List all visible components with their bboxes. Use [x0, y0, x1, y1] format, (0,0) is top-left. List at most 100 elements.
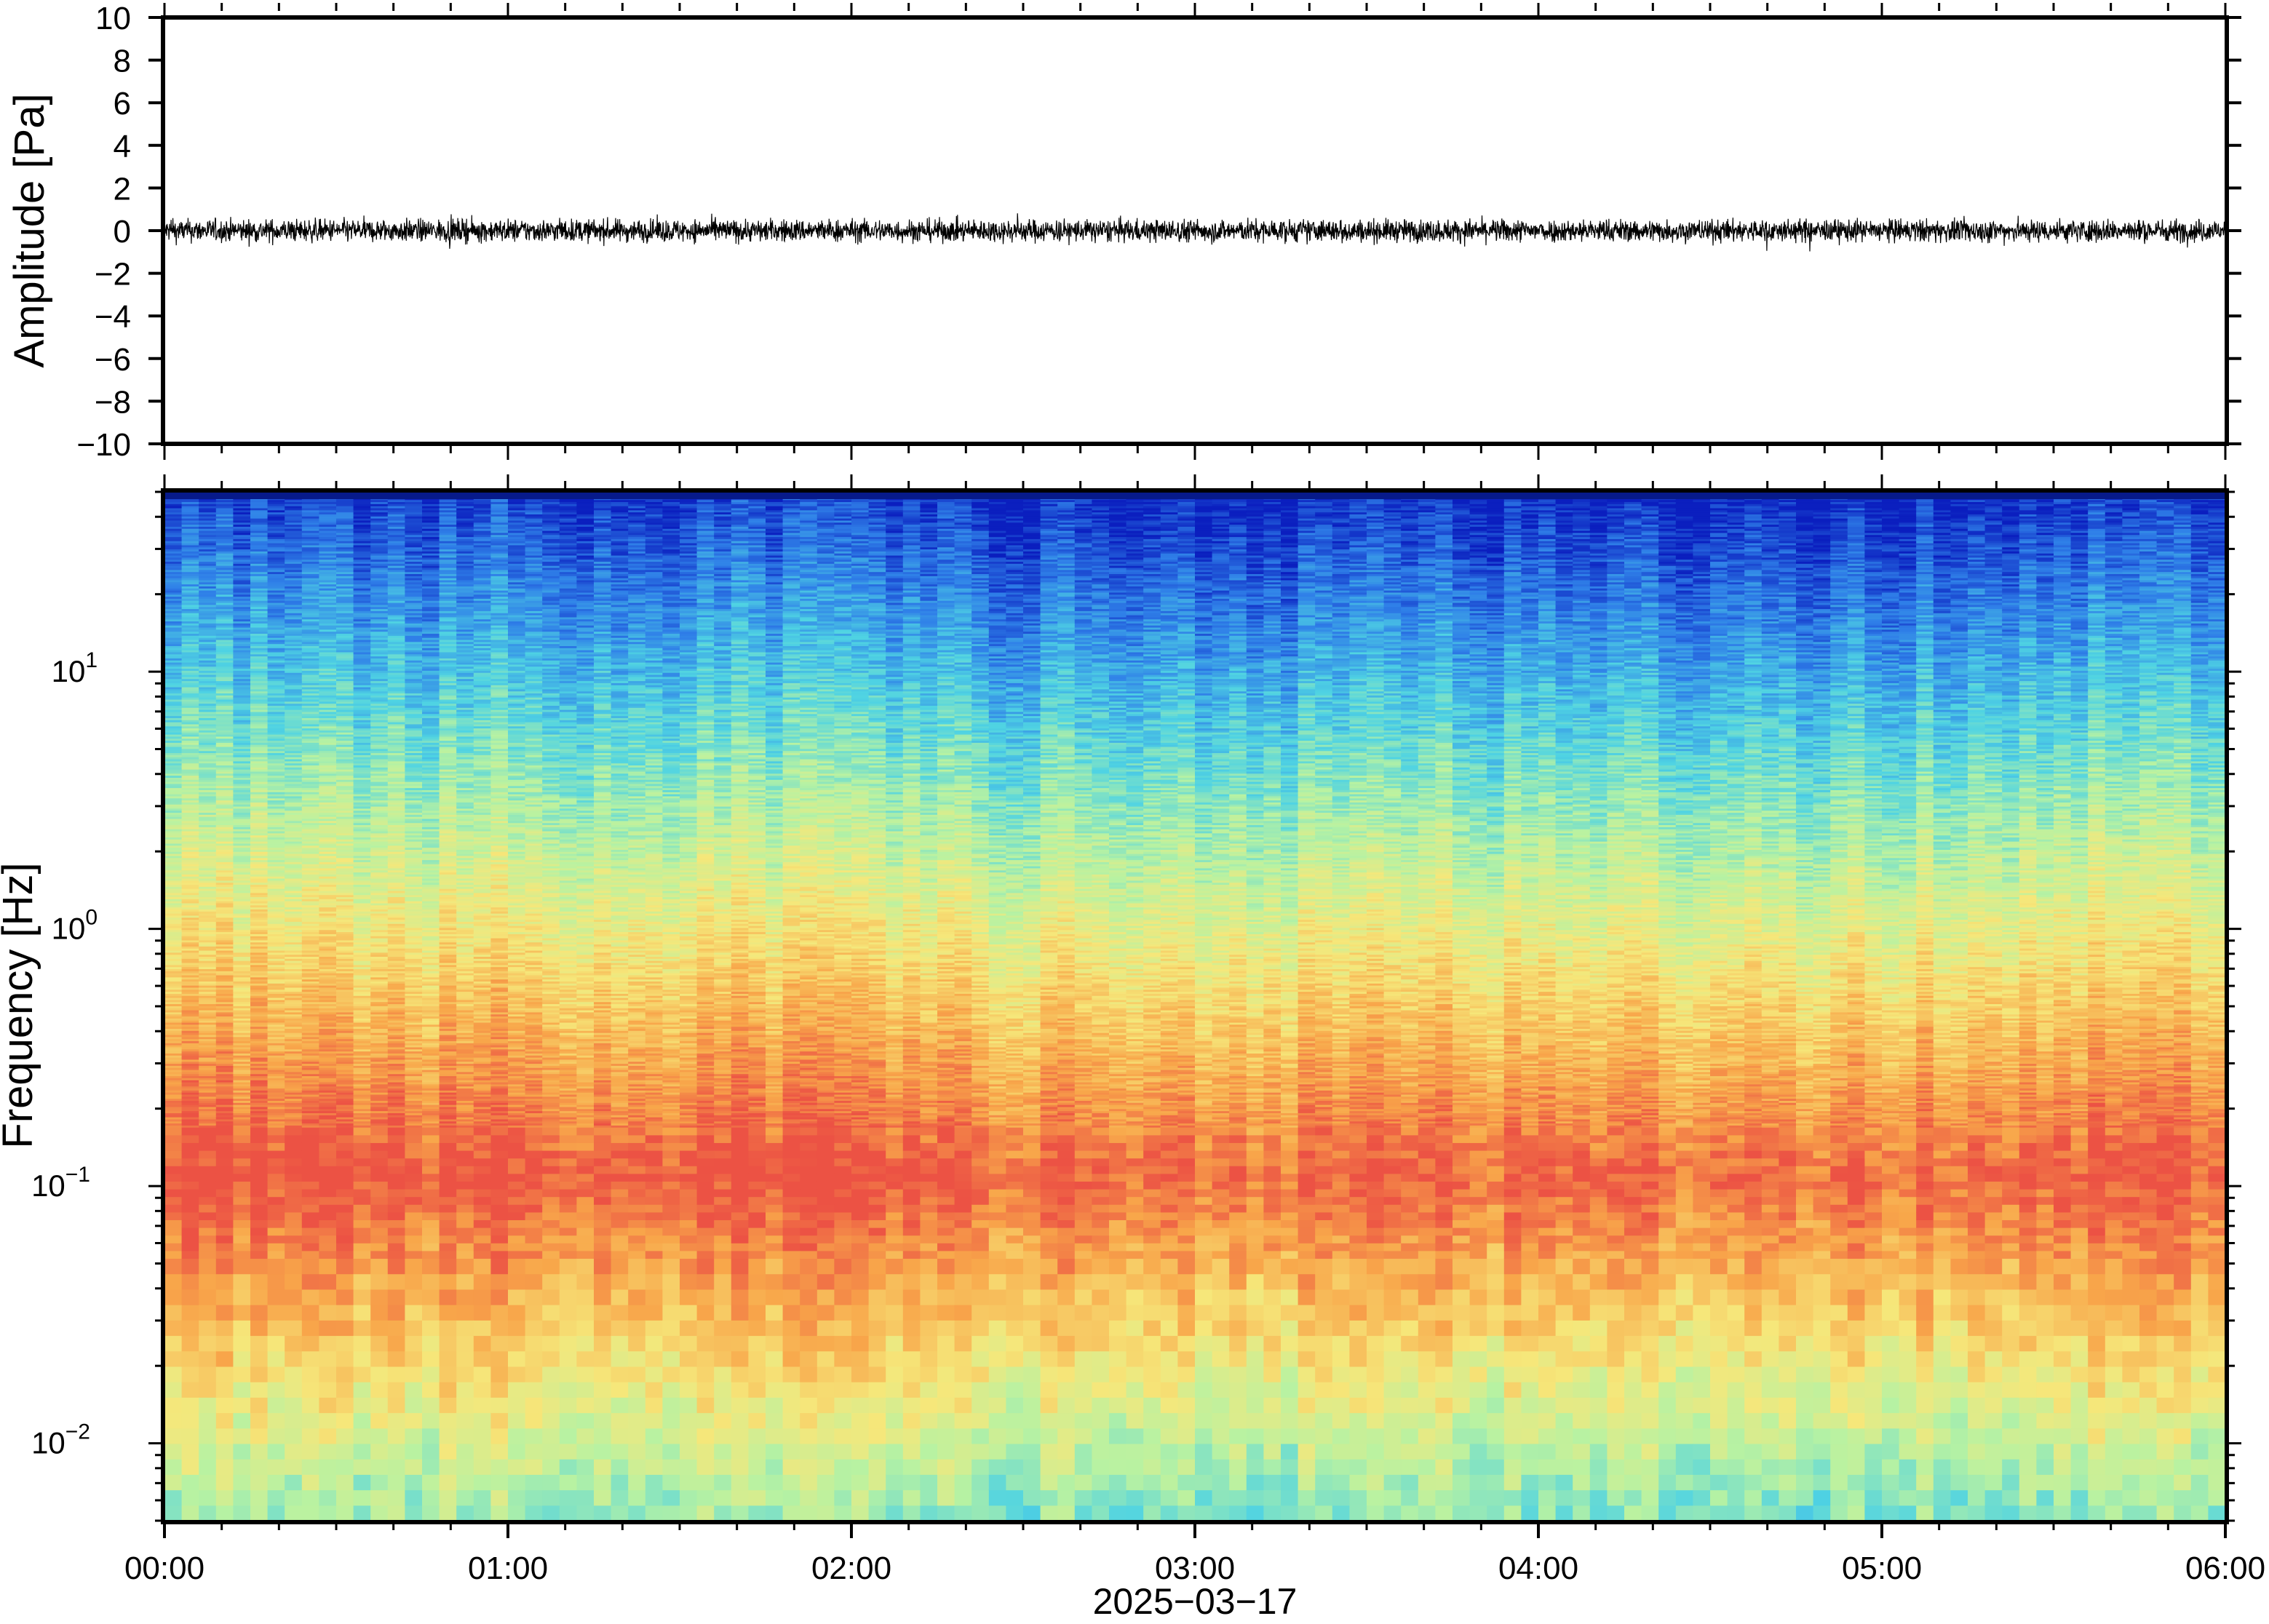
spectrogram-cell — [164, 1274, 182, 1290]
spectrogram-cell — [182, 1320, 199, 1336]
spectrogram-cell — [216, 1227, 234, 1235]
spectrogram-cell — [182, 1335, 199, 1351]
spectrogram-cell — [268, 1490, 285, 1506]
spectrogram-cell — [199, 1258, 216, 1274]
spectrogram-cell — [199, 1235, 216, 1243]
spectrogram-cell — [233, 1189, 250, 1197]
spectrogram-cell — [182, 1189, 199, 1197]
spectrogram-cell — [250, 1189, 268, 1197]
spectrogram-cell — [233, 1219, 250, 1227]
spectrogram-cell — [164, 1459, 182, 1475]
spectrogram-cell — [164, 1505, 182, 1521]
waveform-y-tick-label: 8 — [114, 44, 131, 79]
spectrogram-cell — [216, 1320, 234, 1336]
spectrogram-cell — [268, 1320, 285, 1336]
spectrogram-cell — [164, 1413, 182, 1429]
spectrogram-cell — [250, 1428, 268, 1444]
spectrogram-cell — [216, 1235, 234, 1243]
spectrogram-cell — [250, 1366, 268, 1382]
spectrogram-cell — [199, 1166, 216, 1174]
spectrogram-cell — [199, 1127, 216, 1135]
spectrogram-cell — [268, 1235, 285, 1243]
spectrogram-cell — [233, 1366, 250, 1382]
spectrogram-cell — [199, 1142, 216, 1150]
spectrogram-cell — [250, 1204, 268, 1212]
spectrogram-cell — [182, 1158, 199, 1166]
spectrogram-cell — [250, 1235, 268, 1243]
spectrogram-cell — [233, 1335, 250, 1351]
spectrogram-cell — [216, 1212, 234, 1220]
spectrogram-cell — [199, 1459, 216, 1475]
spectrogram-cell — [216, 1258, 234, 1274]
spectrogram-cell — [233, 1235, 250, 1243]
spectrogram-cell — [268, 1428, 285, 1444]
spectrogram-cell — [250, 1335, 268, 1351]
spectrogram-cell — [182, 1204, 199, 1212]
spectrogram-cell — [199, 1382, 216, 1398]
spectrogram-cell — [250, 1150, 268, 1158]
spectrogram-cell — [164, 1204, 182, 1212]
spectrogram-cell — [233, 1351, 250, 1367]
spectrogram-cell — [216, 1135, 234, 1143]
spectrogram-cell — [182, 1127, 199, 1135]
spectrogram-cell — [216, 1197, 234, 1205]
spectrogram-cell — [233, 1397, 250, 1413]
spectrogram-cell — [164, 1382, 182, 1398]
spectrogram-cell — [268, 1289, 285, 1305]
spectrogram-cell — [233, 1274, 250, 1290]
waveform-y-tick-label: 10 — [95, 1, 131, 36]
spectrogram-cell — [216, 1174, 234, 1182]
waveform-y-tick-label: 0 — [114, 214, 131, 250]
spectrogram-cell — [164, 1474, 182, 1490]
spectrogram-cell — [199, 1181, 216, 1189]
spectrogram-cell — [250, 1142, 268, 1150]
spectrogram-cell — [250, 1227, 268, 1235]
waveform-y-label: Amplitude [Pa] — [6, 93, 53, 367]
spectrogram-cell — [182, 1150, 199, 1158]
spectrogram-cell — [250, 1219, 268, 1227]
spectrogram-cell — [233, 1444, 250, 1460]
spectrogram-image — [164, 492, 2226, 1521]
spectrogram-cell — [182, 1351, 199, 1367]
spectrogram-cell — [216, 1142, 234, 1150]
spectrogram-cell — [216, 1459, 234, 1475]
spectrogram-cell — [199, 1212, 216, 1220]
waveform-y-tick-label: 6 — [114, 86, 131, 122]
spectrogram-cell — [199, 1320, 216, 1336]
spectrogram-cell — [199, 1335, 216, 1351]
spectrogram-cell — [250, 1181, 268, 1189]
spectrogram-cell — [164, 1212, 182, 1220]
spectrogram-cell — [182, 1219, 199, 1227]
spectrogram-cell — [233, 1127, 250, 1135]
spectrogram-cell — [164, 1305, 182, 1321]
spectrogram-cell — [233, 1150, 250, 1158]
spectrogram-cell — [216, 1305, 234, 1321]
spectrogram-cell — [199, 1397, 216, 1413]
spectrogram-cell — [182, 1397, 199, 1413]
spectrogram-cell — [199, 1227, 216, 1235]
spectrogram-cell — [250, 1135, 268, 1143]
spectrogram-cell — [216, 1351, 234, 1367]
spectrogram-cell — [250, 1289, 268, 1305]
spectrogram-cell — [250, 1166, 268, 1174]
spectrogram-cell — [268, 1181, 285, 1189]
spectrogram-cell — [182, 1258, 199, 1274]
spectrogram-cell — [268, 1397, 285, 1413]
spectrogram-cell — [164, 1174, 182, 1182]
spectrogram-cell — [233, 1382, 250, 1398]
spectrogram-cell — [268, 1505, 285, 1521]
spectrogram-cell — [250, 1274, 268, 1290]
spectrogram-cell — [182, 1274, 199, 1290]
spectrogram-cell — [250, 1474, 268, 1490]
spectrogram-cell — [250, 1382, 268, 1398]
spectrogram-cell — [268, 1197, 285, 1205]
spectrogram-cell — [182, 1428, 199, 1444]
spectrogram-cell — [182, 1490, 199, 1506]
spectrogram-cell — [199, 1197, 216, 1205]
spectrogram-cell — [268, 1305, 285, 1321]
spectrogram-cell — [199, 1351, 216, 1367]
spectrogram-cell — [268, 1158, 285, 1166]
spectrogram-cell — [199, 1251, 216, 1259]
spectrogram-cell — [250, 1158, 268, 1166]
